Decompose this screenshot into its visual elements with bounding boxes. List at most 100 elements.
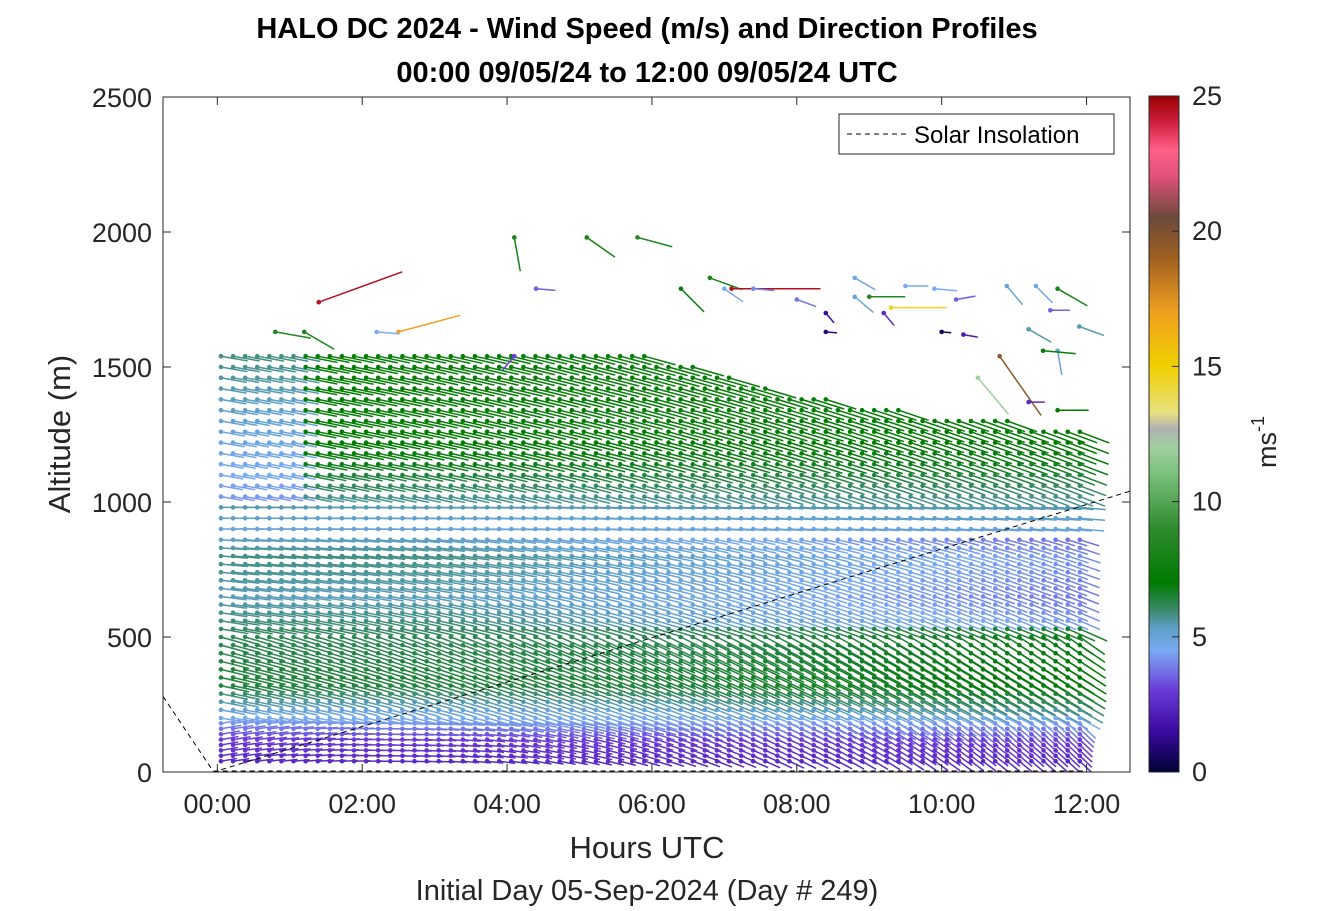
wind-barb-shaft [547, 760, 564, 765]
wind-barb-dot [593, 715, 599, 721]
wind-barb-dot [654, 748, 659, 753]
wind-barb-dot [557, 505, 562, 510]
wind-barb-dot [726, 505, 732, 510]
wind-barb-shaft [680, 555, 706, 562]
wind-barb-dot [642, 737, 647, 742]
wind-barb-dot [472, 618, 478, 624]
wind-barb-dot [303, 505, 308, 510]
wind-barb-shaft [269, 485, 292, 491]
wind-barb-dot [230, 561, 236, 567]
wind-barb-dot [267, 578, 272, 583]
wind-barb-dot [496, 642, 502, 648]
wind-barb-shaft [257, 725, 278, 730]
wind-barb-dot [412, 634, 417, 640]
wind-barb-shaft [680, 377, 712, 388]
wind-barb-dot [569, 715, 575, 721]
wind-barb-dot [533, 650, 538, 656]
wind-barb-dot [545, 353, 550, 359]
wind-barb-dot [375, 461, 381, 467]
wind-barb-shaft [716, 452, 747, 463]
wind-barb-dot [666, 753, 671, 759]
wind-barb-dot [629, 626, 635, 632]
wind-barb-dot [545, 650, 550, 656]
wind-barb-dot [412, 569, 417, 575]
wind-barb-shaft [474, 744, 493, 748]
wind-barb-dot [315, 397, 321, 402]
wind-barb-dot [702, 553, 708, 559]
wind-barb-dot [279, 569, 284, 575]
wind-barb-dot [605, 537, 611, 543]
wind-barb-dot [569, 451, 575, 456]
wind-barb-shaft [813, 563, 837, 571]
wind-barb-shaft [595, 636, 623, 650]
wind-barb-dot [605, 545, 611, 551]
wind-barb-shaft [341, 603, 368, 610]
wind-barb-shaft [583, 701, 609, 712]
wind-barb-shaft [692, 668, 720, 683]
wind-barb-dot [315, 602, 321, 607]
wind-barb-dot [835, 721, 841, 726]
wind-barb-shaft [523, 728, 544, 733]
wind-barb-dot [267, 353, 272, 359]
wind-barb-dot [775, 526, 780, 532]
wind-barb-dot [847, 618, 853, 624]
wind-barb-dot [738, 561, 744, 567]
wind-barb-dot [496, 418, 502, 424]
wind-barb-dot [605, 451, 611, 456]
wind-barb-shaft [692, 722, 714, 732]
wind-barb-shaft [644, 738, 662, 746]
wind-barb-shaft [752, 452, 783, 463]
wind-barb-dot [714, 626, 720, 632]
wind-barb-dot [666, 602, 671, 607]
wind-barb-dot [847, 758, 853, 764]
wind-barb-dot [690, 610, 696, 615]
wind-barb-dot [533, 737, 538, 742]
wind-barb-dot [267, 650, 272, 656]
wind-barb-shaft [281, 736, 300, 741]
wind-barb-dot [339, 483, 345, 489]
wind-barb-shaft [329, 628, 358, 636]
wind-barb-shaft [511, 749, 529, 754]
wind-barb-shaft [680, 387, 712, 399]
wind-barb-dot [254, 375, 260, 381]
wind-barb-dot [387, 561, 393, 567]
wind-barb-dot [835, 429, 841, 435]
wind-barb-shaft [849, 547, 873, 555]
wind-barb-shaft [849, 760, 865, 770]
wind-barb-dot [593, 418, 599, 424]
wind-barb-shaft [414, 441, 445, 451]
wind-barb-shaft [281, 731, 301, 735]
wind-barb-shaft [269, 628, 297, 635]
wind-barb-dot [811, 483, 816, 489]
wind-barb-dot [654, 737, 659, 742]
wind-barb-dot [811, 691, 816, 696]
wind-barb-shaft [559, 760, 576, 766]
wind-barb-dot [690, 505, 696, 510]
wind-barb-dot [351, 731, 357, 737]
wind-barb-dot [230, 461, 236, 467]
wind-barb-dot [629, 545, 635, 551]
wind-barb-dot [557, 364, 562, 370]
wind-barb-dot [569, 515, 575, 521]
wind-barb-dot [327, 526, 333, 532]
wind-barb-dot [581, 545, 587, 551]
wind-barb-dot [581, 626, 587, 632]
wind-barb-shaft [450, 620, 478, 628]
wind-barb-dot [496, 537, 502, 543]
wind-barb-shaft [281, 684, 310, 694]
wind-barb-shaft [462, 701, 489, 710]
wind-barb-dot [581, 353, 587, 359]
wind-barb-shaft [535, 636, 562, 649]
wind-barb-dot [267, 642, 272, 648]
wind-barb-shaft [474, 611, 502, 620]
wind-barb-shaft [583, 628, 611, 638]
wind-barb-shaft [644, 431, 675, 441]
wind-barb-shaft [607, 644, 635, 658]
wind-barb-shaft [341, 387, 374, 396]
wind-barb-shaft [571, 587, 597, 595]
wind-barb-dot [484, 515, 490, 521]
wind-barb-dot [581, 586, 587, 591]
wind-barb-dot [726, 691, 732, 696]
wind-barb-dot [762, 472, 768, 478]
wind-barb-shaft [414, 355, 447, 364]
